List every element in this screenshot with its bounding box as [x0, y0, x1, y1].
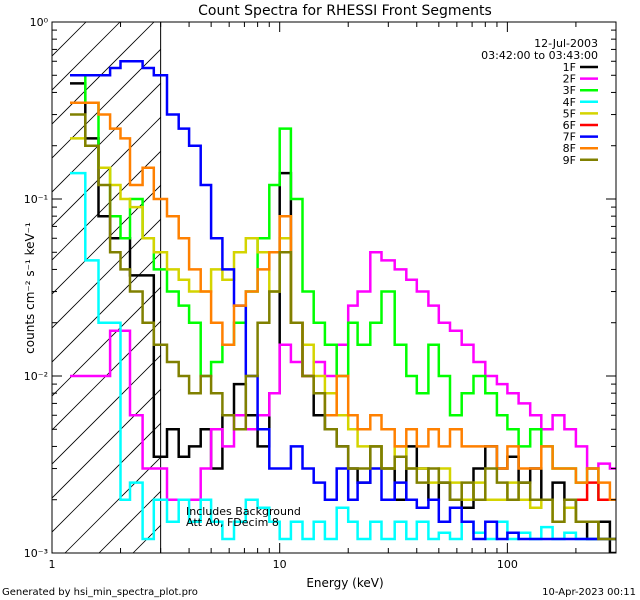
annotation-attenuator: Att A0, FDecim 8: [186, 516, 279, 529]
hatch-line: [52, 22, 155, 125]
footer-timestamp: 10-Apr-2023 00:11: [542, 587, 636, 598]
chart-title: Count Spectra for RHESSI Front Segments: [198, 3, 492, 19]
hatch-line: [52, 252, 161, 363]
annotation-background: Includes Background: [186, 505, 301, 518]
hatch-line: [52, 82, 161, 193]
series-6F: [575, 481, 610, 501]
hatch-line: [52, 388, 161, 499]
y-tick-label: 10⁻²: [24, 370, 48, 383]
y-tick-label: 10⁻³: [24, 547, 48, 560]
hatch-line: [98, 490, 161, 553]
hatch-line: [52, 286, 161, 397]
legend-label-2F: 2F: [563, 73, 576, 86]
legend-label-6F: 6F: [563, 119, 576, 132]
y-axis-label: counts cm⁻² s⁻¹ keV⁻¹: [23, 222, 37, 354]
hatch-line: [64, 456, 161, 553]
series-2F: [70, 251, 616, 501]
legend-label-4F: 4F: [563, 96, 576, 109]
x-tick-label: 1: [49, 558, 56, 571]
y-tick-label: 10⁰: [30, 16, 49, 29]
plot-frame: [51, 21, 617, 554]
hatch-line: [52, 422, 161, 533]
x-axis-label: Energy (keV): [306, 576, 383, 590]
legend-label-8F: 8F: [563, 142, 576, 155]
series-9F: [70, 113, 616, 541]
series-4F: [70, 171, 616, 541]
hatch-line: [52, 218, 161, 329]
series-7F: [70, 60, 616, 541]
series-layer: [70, 60, 616, 553]
legend-label-1F: 1F: [563, 61, 576, 74]
x-tick-label: 10: [273, 558, 287, 571]
legend-label-7F: 7F: [563, 131, 576, 144]
axes: 1 10 100 10⁻³ 10⁻² 10⁻¹ 10⁰: [24, 16, 617, 571]
legend-label-9F: 9F: [563, 154, 576, 167]
hatch-line: [52, 116, 161, 227]
date-label: 12-Jul-2003: [534, 37, 598, 50]
footer-generated-by: Generated by hsi_min_spectra_plot.pro: [2, 587, 198, 598]
legend-label-5F: 5F: [563, 107, 576, 120]
legend-label-3F: 3F: [563, 84, 576, 97]
hatch-line: [52, 184, 161, 295]
time-range-label: 03:42:00 to 03:43:00: [481, 49, 598, 62]
y-tick-label: 10⁻¹: [24, 193, 48, 206]
hatch-line: [52, 320, 161, 431]
series-8F: [70, 101, 616, 501]
series-1F: [70, 82, 616, 553]
x-tick-label: 100: [497, 558, 518, 571]
hatch-line: [52, 22, 121, 91]
